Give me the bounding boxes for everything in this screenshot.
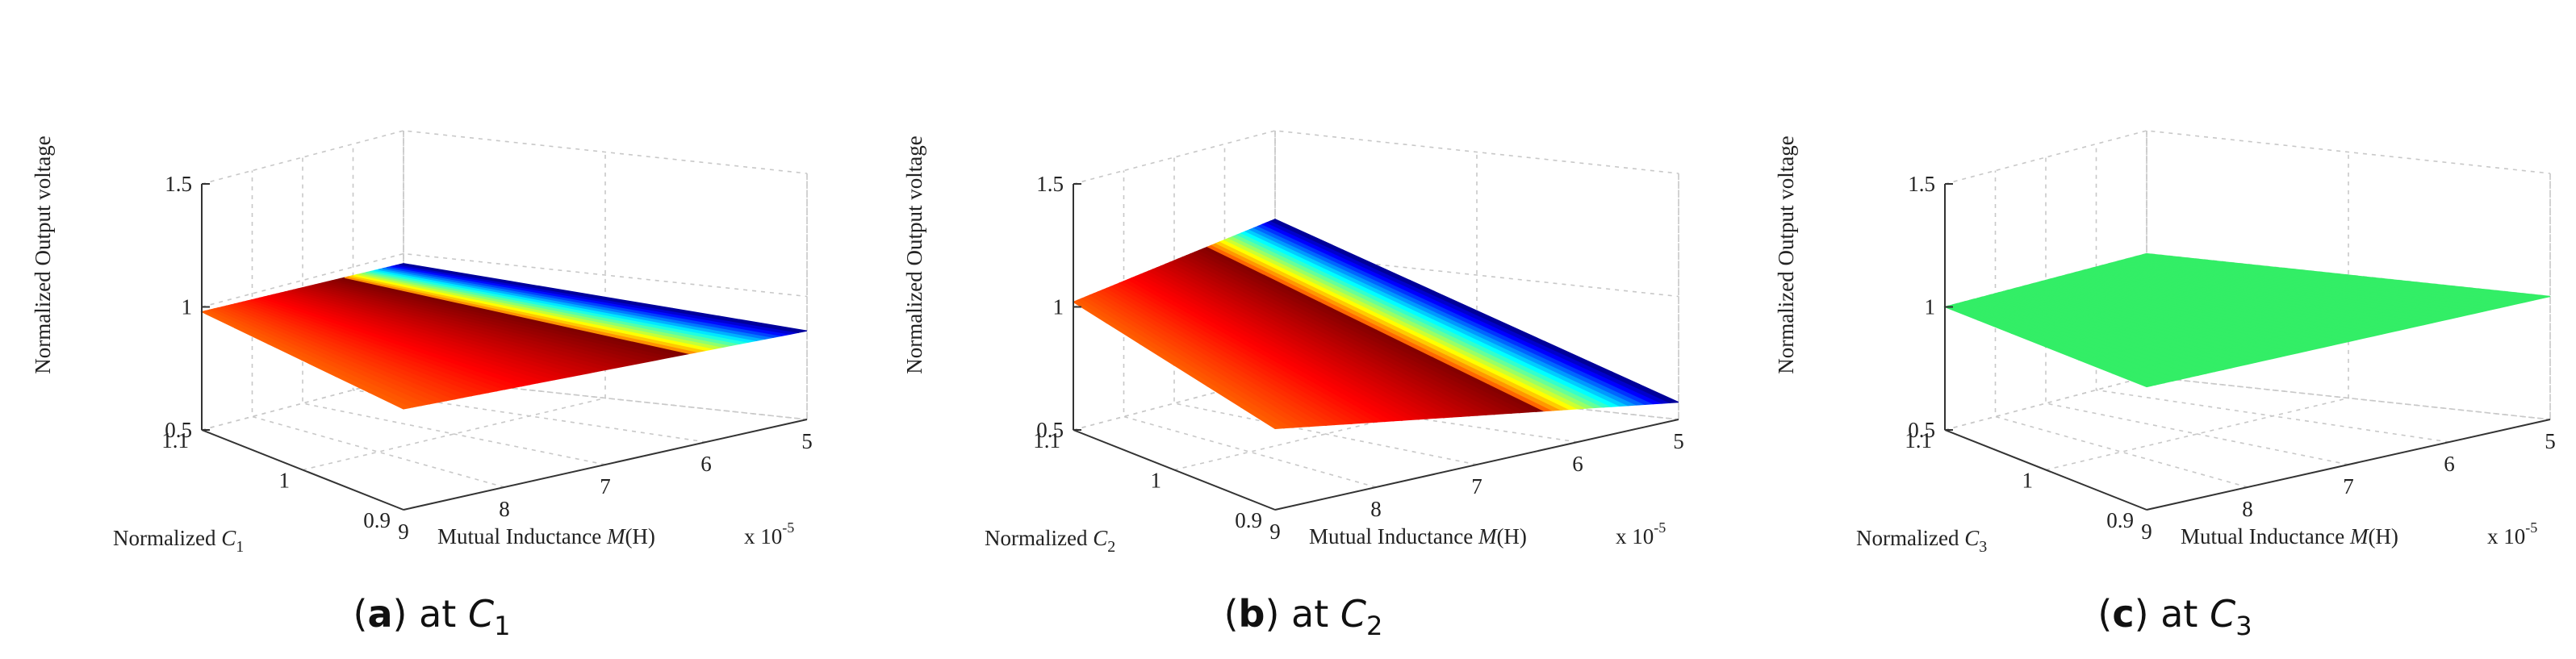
y-tick-label: 0.9 — [2106, 508, 2134, 532]
y-tick-label: 0.9 — [1235, 508, 1262, 532]
z-tick-label: 1.5 — [1908, 172, 1935, 196]
x-tick-label: 6 — [700, 452, 712, 476]
y-axis-line — [201, 429, 404, 511]
x-axis-line — [403, 419, 808, 511]
panel-a: 0.5 1 1.5 0.9 1 1.1 9 8 7 6 5 Normalized Output vol… — [31, 130, 813, 641]
x-axis-line — [2146, 419, 2551, 511]
panel-caption: (c) at C3 — [2097, 592, 2252, 641]
z-tick-label: 0.5 — [165, 418, 192, 442]
surface — [1943, 252, 2551, 388]
x-tick-label: 8 — [1370, 497, 1382, 521]
surface-patch — [2142, 252, 2214, 263]
panel-c: 0.5 1 1.5 0.9 1 1.1 9 8 7 6 5 Normalized Output vol… — [1774, 130, 2556, 641]
x-tick-label: 5 — [2545, 429, 2556, 453]
x-tick-label: 8 — [2242, 497, 2253, 521]
x-tick-label: 9 — [398, 519, 409, 544]
y-tick-label: 1 — [2022, 469, 2034, 493]
panel-b: 0.5 1 1.5 0.9 1 1.1 9 8 7 6 5 Normalized Output vol… — [902, 130, 1684, 641]
z-axis-label: Normalized Output voltage — [1774, 136, 1798, 373]
y-axis-line — [1944, 429, 2147, 511]
surface-patch — [1269, 219, 1344, 252]
axes: 0.5 1 1.5 0.9 1 1.1 9 8 7 6 5 — [161, 172, 813, 544]
x-tick-label: 9 — [2141, 519, 2152, 544]
y-axis-label: Normalized C3 — [1856, 526, 1987, 556]
x-axis-scale: x 10-5 — [2487, 519, 2537, 548]
z-tick-label: 1.5 — [1036, 172, 1064, 196]
z-tick-label: 0.5 — [1908, 418, 1935, 442]
x-tick-label: 5 — [801, 429, 813, 453]
z-axis-label: Normalized Output voltage — [31, 136, 55, 373]
x-axis-label: Mutual Inductance M(H) — [437, 524, 655, 548]
x-tick-label: 5 — [1673, 429, 1684, 453]
x-axis-line — [1274, 419, 1679, 511]
x-tick-label: 7 — [1471, 474, 1482, 498]
z-axis-label: Normalized Output voltage — [902, 136, 926, 373]
x-tick-label: 7 — [2343, 474, 2354, 498]
z-tick-label: 1.5 — [165, 172, 192, 196]
y-tick-label: 1 — [1151, 469, 1162, 493]
x-tick-label: 6 — [1572, 452, 1583, 476]
axes: 0.5 1 1.5 0.9 1 1.1 9 8 7 6 5 — [1905, 172, 2556, 544]
x-tick-label: 6 — [2444, 452, 2455, 476]
y-tick-label: 1.1 — [1905, 428, 1932, 453]
x-tick-label: 9 — [1269, 519, 1281, 544]
z-tick-label: 0.5 — [1036, 418, 1064, 442]
surface-patch — [399, 263, 471, 277]
y-axis-label: Normalized C2 — [985, 526, 1115, 556]
x-tick-label: 8 — [499, 497, 510, 521]
x-axis-label: Mutual Inductance M(H) — [1309, 524, 1527, 548]
x-tick-label: 7 — [600, 474, 611, 498]
y-tick-label: 1.1 — [161, 428, 189, 453]
y-tick-label: 0.9 — [363, 508, 391, 532]
axes: 0.5 1 1.5 0.9 1 1.1 9 8 7 6 5 — [1033, 172, 1684, 544]
y-axis-line — [1073, 429, 1276, 511]
z-tick-label: 1 — [1053, 295, 1064, 319]
surface — [200, 263, 808, 410]
panel-caption: (a) at C1 — [353, 592, 511, 641]
z-tick-label: 1 — [1925, 295, 1936, 319]
x-axis-scale: x 10-5 — [1616, 519, 1666, 548]
panel-caption: (b) at C2 — [1224, 592, 1383, 641]
x-axis-scale: x 10-5 — [744, 519, 794, 548]
surface — [1072, 219, 1679, 429]
y-tick-label: 1.1 — [1033, 428, 1060, 453]
y-tick-label: 1 — [279, 469, 291, 493]
x-axis-label: Mutual Inductance M(H) — [2181, 524, 2398, 548]
z-tick-label: 1 — [182, 295, 193, 319]
y-axis-label: Normalized C1 — [113, 526, 244, 556]
